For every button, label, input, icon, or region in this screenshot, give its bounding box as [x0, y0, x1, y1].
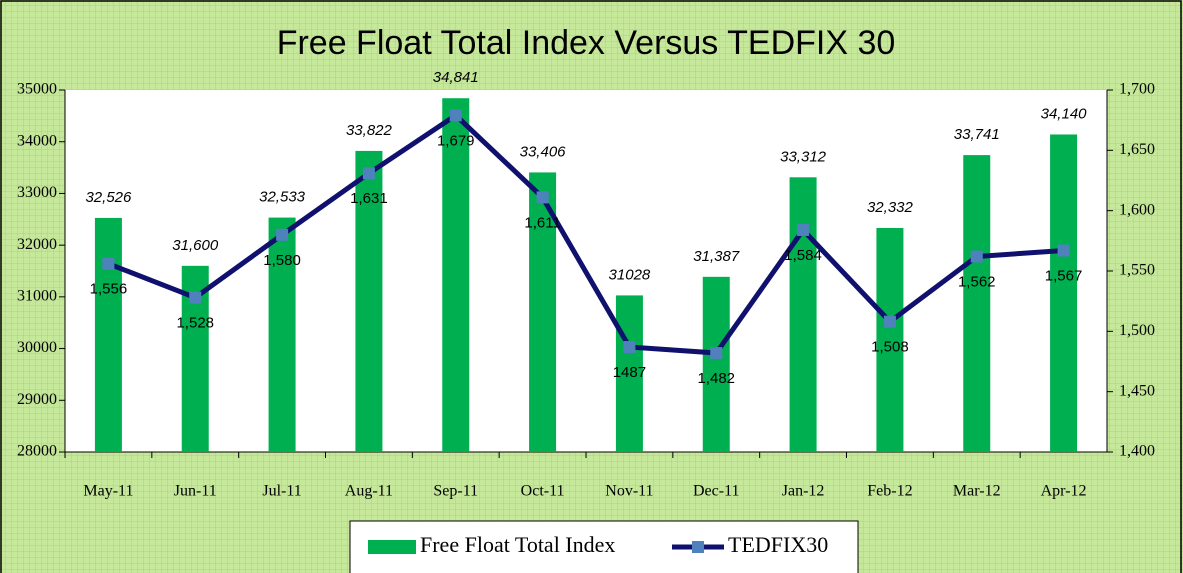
marker [449, 109, 462, 122]
y-tick-label: 30000 [17, 339, 57, 356]
line-value-label: 1,631 [350, 190, 388, 207]
line-value-label: 1,580 [263, 252, 301, 269]
x-tick-label: Dec-11 [693, 483, 740, 500]
legend-label: TEDFIX30 [728, 532, 828, 557]
line-value-label: 1,567 [1045, 267, 1083, 284]
bar-value-label: 33,406 [520, 143, 567, 160]
bar-value-label: 31,600 [172, 237, 219, 254]
x-tick-label: Mar-12 [953, 483, 1001, 500]
bar [963, 155, 991, 453]
legend-label: Free Float Total Index [420, 532, 615, 557]
y-tick-label: 31000 [17, 288, 57, 305]
x-tick-label: Jun-11 [174, 483, 217, 500]
legend [349, 520, 859, 573]
bar [615, 295, 643, 452]
marker [102, 257, 115, 270]
y2-tick-label: 1,700 [1119, 81, 1155, 98]
bar-value-label: 34,140 [1041, 105, 1088, 122]
x-tick-label: Jan-12 [782, 483, 825, 500]
chart-title: Free Float Total Index Versus TEDFIX 30 [277, 24, 896, 62]
line-value-label: 1,584 [784, 247, 822, 264]
line-value-label: 1,508 [871, 339, 909, 356]
x-tick-label: Sep-11 [433, 483, 478, 500]
bar-value-label: 33,822 [346, 122, 393, 139]
bar [442, 98, 470, 453]
bar [529, 172, 557, 453]
line-value-label: 1,679 [437, 132, 475, 149]
marker [797, 223, 810, 236]
x-tick-label: Aug-11 [345, 483, 393, 500]
y-tick-label: 28000 [17, 443, 57, 460]
x-tick-label: Nov-11 [605, 483, 653, 500]
legend-marker [692, 541, 704, 553]
x-tick-label: May-11 [83, 483, 133, 500]
x-tick-label: Feb-12 [867, 483, 912, 500]
y-tick-label: 35000 [17, 81, 57, 98]
line-value-label: 1,528 [176, 315, 214, 332]
bar-value-label: 33,312 [780, 148, 827, 165]
y-tick-label: 33000 [17, 184, 57, 201]
y2-tick-label: 1,600 [1119, 201, 1155, 218]
bar [94, 217, 122, 452]
marker [710, 347, 723, 360]
line-value-label: 1,562 [958, 273, 996, 290]
bar-value-label: 32,526 [85, 189, 132, 206]
legend-swatch [368, 540, 416, 554]
x-tick-label: Apr-12 [1041, 483, 1087, 500]
marker [970, 250, 983, 263]
x-tick-label: Oct-11 [521, 483, 565, 500]
marker [1057, 244, 1070, 257]
bar-value-label: 34,841 [433, 69, 479, 86]
marker [276, 228, 289, 241]
y2-tick-label: 1,500 [1119, 322, 1155, 339]
line-value-label: 1,482 [697, 370, 735, 387]
bar-value-label: 32,332 [867, 199, 914, 216]
line [107, 112, 1064, 356]
marker [883, 315, 896, 328]
marker [189, 291, 202, 304]
line-value-label: 1,556 [90, 281, 128, 298]
bar-value-label: 31028 [609, 266, 651, 283]
bar [355, 150, 383, 452]
y-tick-label: 34000 [17, 132, 57, 149]
bar [702, 276, 730, 452]
bar [789, 177, 817, 453]
y-tick-label: 32000 [17, 236, 57, 253]
bar-value-label: 33,741 [954, 126, 1000, 143]
bar [268, 217, 296, 452]
marker [623, 341, 636, 354]
marker [362, 167, 375, 180]
y2-tick-label: 1,650 [1119, 141, 1155, 158]
bar [876, 227, 904, 452]
y2-tick-label: 1,400 [1119, 443, 1155, 460]
y-tick-label: 29000 [17, 391, 57, 408]
x-tick-label: Jul-11 [262, 483, 301, 500]
bar-value-label: 32,533 [259, 189, 306, 206]
line-value-label: 1487 [613, 364, 646, 381]
marker [536, 191, 549, 204]
y2-tick-label: 1,450 [1119, 382, 1155, 399]
bar [1050, 134, 1078, 452]
y2-tick-label: 1,550 [1119, 262, 1155, 279]
line-value-label: 1,611 [524, 214, 560, 231]
bar-value-label: 31,387 [693, 248, 740, 265]
